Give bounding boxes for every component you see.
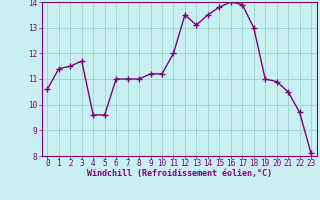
X-axis label: Windchill (Refroidissement éolien,°C): Windchill (Refroidissement éolien,°C) bbox=[87, 169, 272, 178]
